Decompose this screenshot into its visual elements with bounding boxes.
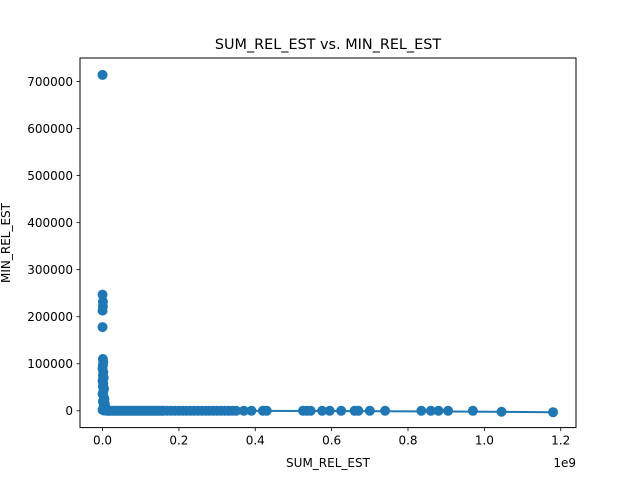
y-axis: 0 100000 200000 300000 400000 500000 600000 700…: [27, 75, 80, 418]
data-point: [238, 405, 249, 416]
y-axis-label: MIN_REL_EST: [0, 202, 13, 283]
x-tick-label: 0.6: [322, 434, 341, 448]
plot-area: [97, 69, 559, 418]
data-point: [97, 69, 108, 80]
data-point: [496, 406, 507, 417]
x-tick-label: 0.4: [246, 434, 265, 448]
data-point: [548, 407, 559, 418]
data-point: [97, 305, 108, 316]
data-point: [246, 405, 257, 416]
axes-frame: [79, 57, 577, 429]
y-tick-label: 400000: [27, 216, 73, 230]
data-point: [97, 322, 108, 333]
x-axis-label: SUM_REL_EST: [286, 456, 371, 470]
y-tick-label: 0: [65, 404, 73, 418]
x-tick-label: 0.2: [169, 434, 188, 448]
data-point: [364, 405, 375, 416]
data-point: [305, 405, 316, 416]
y-tick-label: 700000: [27, 75, 73, 89]
y-tick-label: 100000: [27, 357, 73, 371]
data-point: [317, 405, 328, 416]
data-point: [380, 405, 391, 416]
data-point: [467, 405, 478, 416]
data-point: [231, 405, 242, 416]
data-point: [336, 405, 347, 416]
data-point: [261, 405, 272, 416]
x-tick-label: 0.8: [398, 434, 417, 448]
x-axis: 0.0 0.2 0.4 0.6 0.8 1.0 1.2: [93, 427, 570, 448]
x-tick-label: 0.0: [93, 434, 112, 448]
y-tick-label: 600000: [27, 122, 73, 136]
x-tick-label: 1.2: [551, 434, 570, 448]
chart-title: SUM_REL_EST vs. MIN_REL_EST: [215, 37, 441, 53]
data-point: [416, 405, 427, 416]
y-tick-label: 500000: [27, 169, 73, 183]
data-point: [425, 405, 436, 416]
x-tick-label: 1.0: [475, 434, 494, 448]
data-point: [97, 289, 108, 300]
y-tick-label: 200000: [27, 310, 73, 324]
data-point: [353, 405, 364, 416]
data-point: [433, 405, 444, 416]
y-tick-label: 300000: [27, 263, 73, 277]
data-point: [443, 405, 454, 416]
data-point: [324, 405, 335, 416]
x-axis-offset-text: 1e9: [553, 456, 576, 470]
